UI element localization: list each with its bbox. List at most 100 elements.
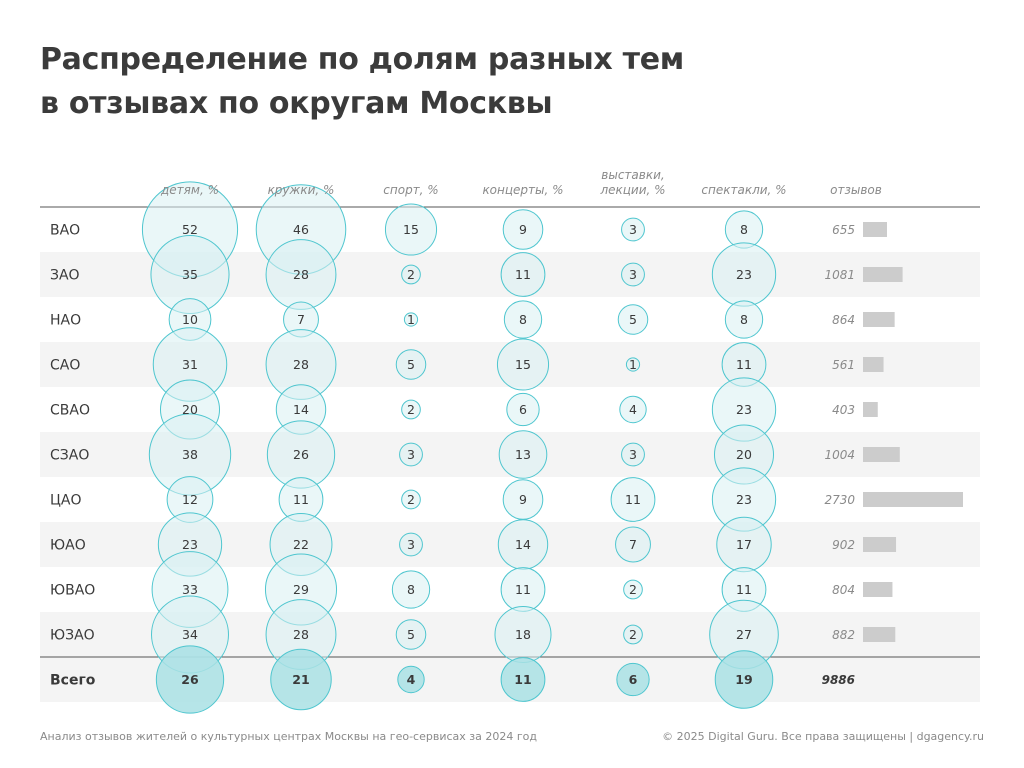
reviews-count: 804 <box>832 583 855 597</box>
column-header: детям, % <box>160 183 219 197</box>
value-bubble <box>502 479 544 520</box>
value-label: 1 <box>629 357 637 372</box>
district-name: НАО <box>50 313 81 329</box>
value-bubble <box>401 264 421 285</box>
total-value-label: 11 <box>514 672 531 687</box>
value-bubble <box>500 252 546 297</box>
value-label: 26 <box>293 447 309 462</box>
value-label: 20 <box>182 402 198 417</box>
value-label: 15 <box>515 357 531 372</box>
value-bubble <box>502 209 544 250</box>
value-label: 15 <box>403 222 419 237</box>
district-name: САО <box>50 358 80 374</box>
value-label: 4 <box>629 402 637 417</box>
value-label: 11 <box>736 582 752 597</box>
value-label: 13 <box>515 447 531 462</box>
column-header: выставки, <box>601 168 664 182</box>
total-row-name: Всего <box>50 673 96 689</box>
value-bubble <box>623 624 643 645</box>
value-label: 23 <box>736 267 752 282</box>
value-label: 1 <box>407 312 415 327</box>
total-bubble <box>397 665 425 694</box>
total-bubble <box>616 662 650 697</box>
reviews-count: 2730 <box>824 493 855 507</box>
value-label: 2 <box>629 627 637 642</box>
total-value-label: 4 <box>407 672 416 687</box>
value-label: 11 <box>625 492 641 507</box>
value-label: 2 <box>407 267 415 282</box>
value-label: 17 <box>736 537 752 552</box>
value-bubble <box>610 477 656 522</box>
value-bubble <box>399 532 423 557</box>
value-label: 14 <box>515 537 531 552</box>
value-label: 52 <box>182 222 198 237</box>
reviews-bar <box>863 222 887 237</box>
value-bubble <box>399 442 423 467</box>
value-label: 7 <box>297 312 305 327</box>
column-header: концерты, % <box>482 183 563 197</box>
value-bubble <box>498 430 548 479</box>
value-label: 23 <box>736 492 752 507</box>
reviews-count: 1081 <box>824 268 855 282</box>
total-reviews-count: 9886 <box>822 673 855 687</box>
value-bubble <box>395 619 427 650</box>
value-label: 23 <box>736 402 752 417</box>
value-bubble <box>615 526 651 563</box>
value-label: 10 <box>182 312 198 327</box>
total-bubble <box>270 648 332 711</box>
value-label: 2 <box>629 582 637 597</box>
value-label: 8 <box>740 222 748 237</box>
source-note: Анализ отзывов жителей о культурных цент… <box>40 730 537 743</box>
value-bubble <box>391 570 431 609</box>
reviews-header: отзывов <box>830 183 882 197</box>
value-label: 23 <box>182 537 198 552</box>
column-header: лекции, % <box>599 183 665 197</box>
value-bubble <box>496 338 550 391</box>
value-label: 28 <box>293 357 309 372</box>
value-label: 3 <box>629 447 637 462</box>
value-bubble <box>621 442 645 467</box>
value-label: 34 <box>182 627 198 642</box>
reviews-bar <box>863 402 878 417</box>
value-label: 20 <box>736 447 752 462</box>
value-bubble <box>403 312 419 327</box>
value-label: 9 <box>519 222 527 237</box>
value-label: 29 <box>293 582 309 597</box>
value-label: 8 <box>407 582 415 597</box>
value-label: 11 <box>515 582 531 597</box>
title-line: Распределение по долям разных тем <box>40 42 684 77</box>
value-label: 38 <box>182 447 198 462</box>
reviews-bar <box>863 267 903 282</box>
page-title: Распределение по долям разных тем в отзы… <box>40 38 940 126</box>
value-bubble <box>395 349 427 380</box>
column-header: спорт, % <box>383 183 438 197</box>
value-label: 11 <box>515 267 531 282</box>
reviews-bar <box>863 582 893 597</box>
value-label: 6 <box>519 402 527 417</box>
value-label: 3 <box>629 267 637 282</box>
value-label: 22 <box>293 537 309 552</box>
district-name: ЗАО <box>50 268 80 284</box>
value-bubble <box>506 392 540 427</box>
district-name: ЦАО <box>50 493 81 509</box>
value-label: 2 <box>407 402 415 417</box>
value-label: 5 <box>407 627 415 642</box>
reviews-count: 902 <box>832 538 855 552</box>
value-label: 28 <box>293 627 309 642</box>
value-bubble <box>621 217 645 242</box>
value-label: 8 <box>740 312 748 327</box>
reviews-count: 1004 <box>824 448 855 462</box>
total-bubble <box>714 650 774 709</box>
reviews-count: 864 <box>832 313 855 327</box>
value-label: 31 <box>182 357 198 372</box>
total-value-label: 6 <box>629 672 638 687</box>
district-name: ЮВАО <box>50 583 95 599</box>
total-value-label: 21 <box>292 672 309 687</box>
district-name: СЗАО <box>50 448 89 464</box>
value-bubble <box>503 300 543 339</box>
reviews-count: 882 <box>832 628 855 642</box>
total-value-label: 26 <box>181 672 199 687</box>
value-label: 27 <box>736 627 752 642</box>
value-label: 35 <box>182 267 198 282</box>
